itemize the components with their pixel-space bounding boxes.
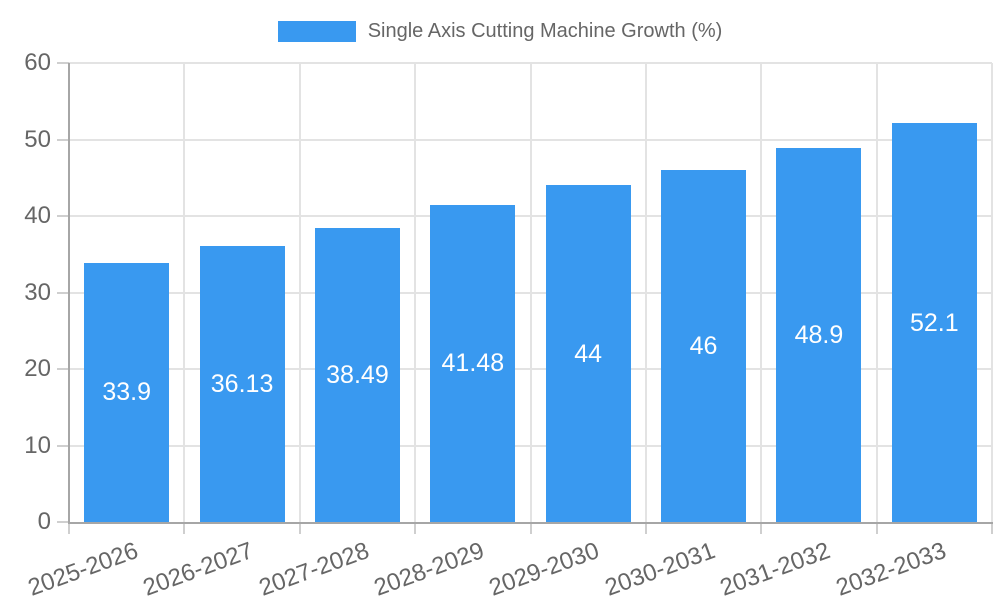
x-tick-mark <box>414 524 417 534</box>
legend-label: Single Axis Cutting Machine Growth (%) <box>367 20 723 42</box>
x-axis-tick-label: 2025-2026 <box>24 537 142 600</box>
x-tick-mark <box>529 524 532 534</box>
bar <box>891 123 977 522</box>
x-gridline <box>183 63 186 522</box>
x-axis-tick-label: 2027-2028 <box>255 537 373 600</box>
bar-value-label: 36.13 <box>210 369 274 398</box>
x-gridline <box>991 63 993 522</box>
x-axis-line <box>68 522 993 524</box>
x-axis-tick-label: 2026-2027 <box>139 537 257 600</box>
bar-value-label: 48.9 <box>794 320 844 349</box>
x-tick-mark <box>183 524 186 534</box>
x-gridline <box>760 63 763 522</box>
x-axis-tick-label: 2030-2031 <box>601 537 719 600</box>
x-axis-tick-label: 2032-2033 <box>832 537 950 600</box>
x-tick-mark <box>298 524 301 534</box>
y-axis-tick-label: 0 <box>37 508 51 535</box>
x-tick-mark <box>875 524 878 534</box>
x-tick-mark <box>644 524 647 534</box>
y-axis-tick-label: 30 <box>24 278 51 306</box>
x-gridline <box>298 63 301 522</box>
y-axis-tick-label: 50 <box>24 125 51 153</box>
bar <box>314 227 400 522</box>
y-axis-tick-label: 60 <box>24 49 51 76</box>
y-axis-tick-label: 20 <box>24 355 51 382</box>
bar-value-label: 38.49 <box>326 360 389 389</box>
chart-legend[interactable]: Single Axis Cutting Machine Growth (%) <box>0 20 1000 43</box>
x-gridline <box>875 63 878 522</box>
y-axis-tick-label: 10 <box>24 431 51 459</box>
x-tick-mark <box>68 524 70 534</box>
y-tick-mark <box>57 291 69 294</box>
x-axis-tick-label: 2029-2030 <box>485 537 604 600</box>
y-tick-mark <box>57 521 69 523</box>
bar-value-label: 44 <box>574 339 603 368</box>
bar-value-label: 33.9 <box>102 378 152 407</box>
y-tick-mark <box>57 138 69 141</box>
y-tick-mark <box>57 215 69 217</box>
y-axis-line <box>68 63 70 524</box>
bar <box>84 262 170 522</box>
y-tick-mark <box>57 62 69 64</box>
y-tick-mark <box>57 368 69 370</box>
bar <box>661 170 747 522</box>
x-axis-tick-label: 2028-2029 <box>370 537 488 600</box>
bar-value-label: 46 <box>689 332 718 361</box>
y-tick-mark <box>57 444 69 447</box>
x-tick-mark <box>760 524 763 534</box>
y-axis-tick-label: 40 <box>24 202 51 229</box>
x-tick-mark <box>991 524 993 534</box>
bar <box>545 185 631 522</box>
bar <box>199 245 285 522</box>
x-gridline <box>644 63 647 522</box>
x-gridline <box>414 63 417 522</box>
bar <box>776 147 862 522</box>
x-axis-tick-label: 2031-2032 <box>716 537 834 600</box>
legend-swatch <box>277 21 356 42</box>
bar-value-label: 41.48 <box>441 349 505 378</box>
bar <box>430 204 516 522</box>
x-gridline <box>529 63 532 522</box>
bar-value-label: 52.1 <box>909 308 959 337</box>
